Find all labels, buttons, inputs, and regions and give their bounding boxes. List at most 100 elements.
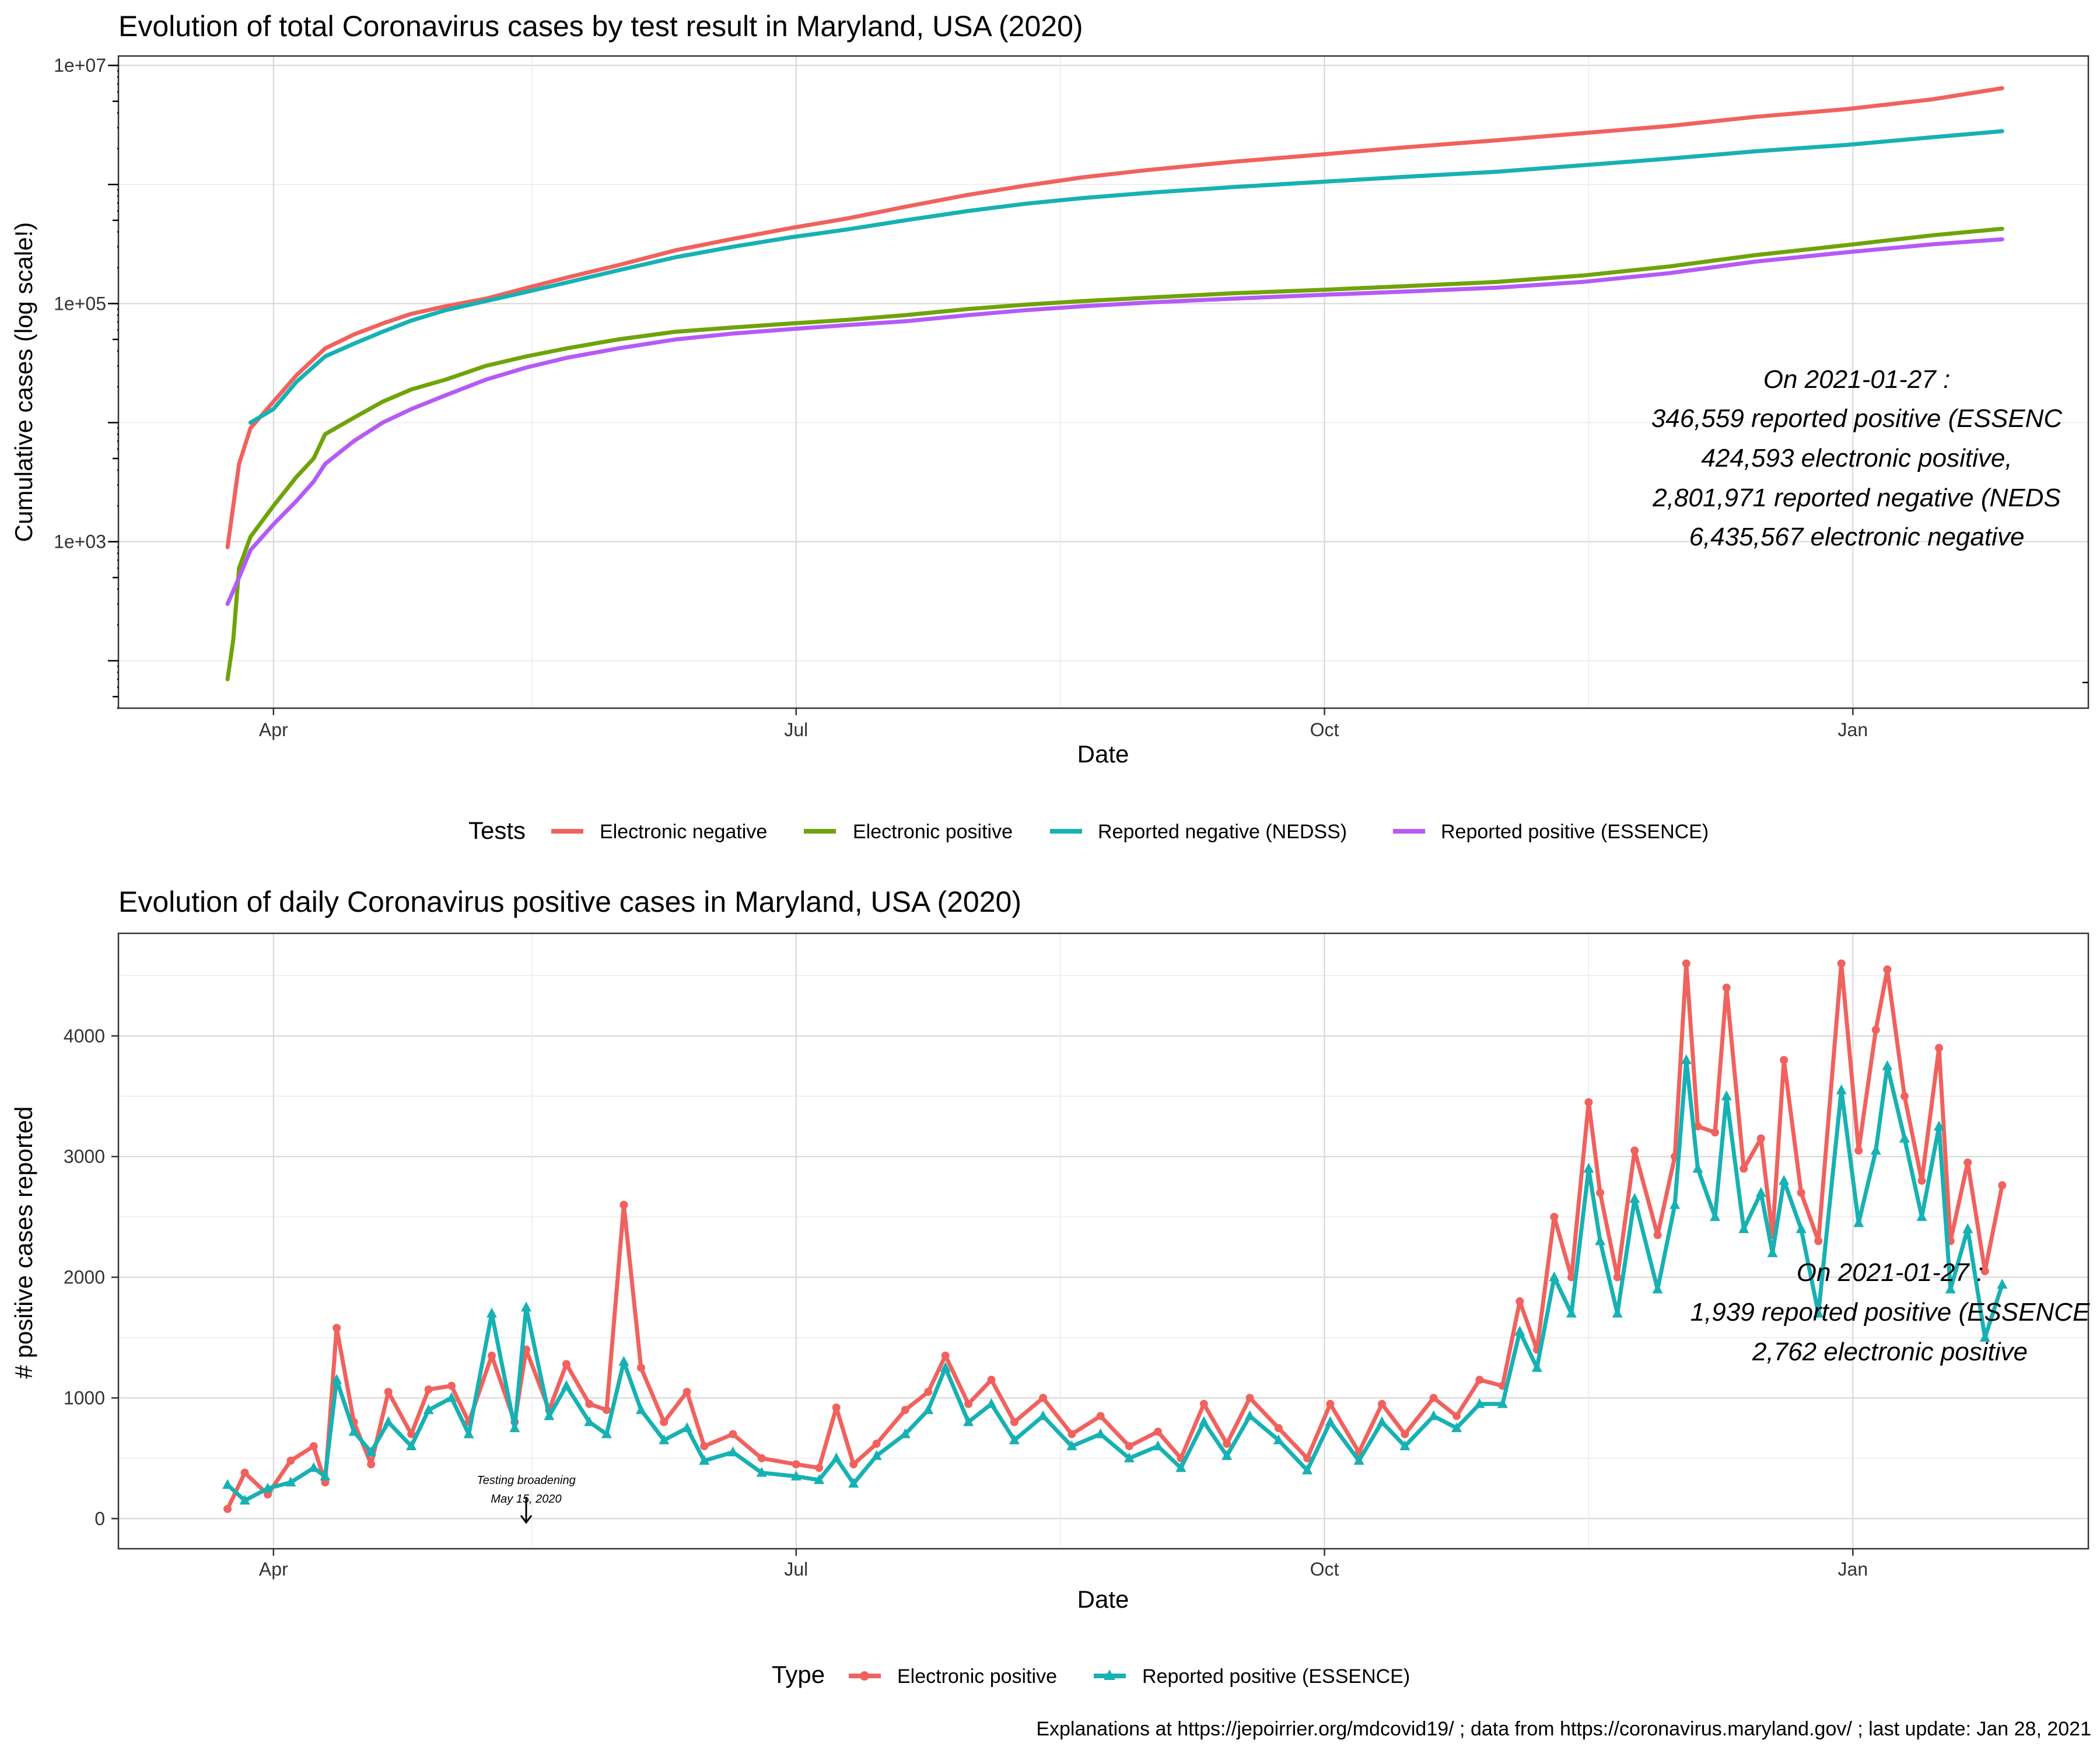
daily-point-reported: [1836, 1084, 1847, 1094]
daily-point-reported: [1325, 1416, 1336, 1426]
daily-point-reported: [1038, 1410, 1049, 1420]
event-arrow-head: [520, 1515, 533, 1524]
daily-point-electronic: [792, 1460, 800, 1469]
top-series-line-electronic-negative: [225, 86, 2004, 550]
daily-point-reported: [1853, 1217, 1864, 1227]
top-chart-title: Evolution of total Coronavirus cases by …: [118, 10, 1083, 43]
daily-point-electronic: [1854, 1146, 1863, 1155]
bottom-x-tick-label: Oct: [1310, 1559, 1339, 1580]
daily-point-electronic: [1613, 1273, 1622, 1282]
daily-point-electronic: [757, 1454, 766, 1462]
bottom-y-axis-label: # positive cases reported: [10, 1107, 37, 1379]
daily-point-reported: [756, 1466, 767, 1477]
daily-point-electronic: [941, 1352, 950, 1360]
legend-label-reported-positive: Reported positive (ESSENCE): [1441, 821, 1709, 843]
daily-point-reported: [1066, 1440, 1077, 1451]
daily-point-electronic: [1814, 1237, 1823, 1245]
daily-point-electronic: [1722, 984, 1731, 992]
daily-point-electronic: [1452, 1412, 1461, 1420]
daily-point-reported: [1916, 1211, 1927, 1222]
daily-point-reported: [923, 1404, 934, 1415]
daily-point-reported: [1549, 1271, 1560, 1282]
bottom-x-tick-label: Jan: [1838, 1559, 1868, 1580]
daily-point-reported: [1681, 1054, 1692, 1065]
bottom-panel-border: [117, 932, 2090, 1550]
daily-point-reported: [1175, 1462, 1186, 1472]
top-series-line-reported-positive-essence: [225, 237, 2004, 606]
daily-point-reported: [1796, 1223, 1807, 1233]
daily-point-reported: [1377, 1416, 1388, 1426]
daily-point-reported: [1399, 1440, 1410, 1451]
bottom-series: [222, 959, 2008, 1513]
daily-point-electronic: [309, 1442, 318, 1451]
daily-point-reported: [814, 1474, 825, 1485]
top-y-tick-label: 1e+05: [54, 293, 106, 314]
daily-point-reported: [601, 1428, 612, 1438]
daily-point-electronic: [700, 1442, 709, 1451]
daily-point-electronic: [240, 1468, 249, 1477]
bottom-y-tick-label: 2000: [64, 1267, 105, 1288]
daily-point-electronic: [562, 1360, 570, 1368]
daily-point-reported: [521, 1301, 532, 1312]
bottom-y-tick-label: 1000: [64, 1387, 105, 1408]
event-annotation-line: Testing broadening: [477, 1474, 575, 1487]
top-x-tick-label: Jul: [784, 719, 808, 740]
daily-point-reported: [940, 1362, 951, 1372]
daily-point-reported: [1945, 1283, 1956, 1294]
daily-point-reported: [383, 1416, 394, 1426]
daily-point-electronic: [682, 1388, 691, 1396]
daily-point-electronic: [964, 1399, 973, 1408]
daily-point-electronic: [1516, 1297, 1524, 1306]
daily-point-reported: [239, 1494, 250, 1505]
daily-point-reported: [1009, 1434, 1020, 1444]
daily-point-electronic: [1475, 1376, 1484, 1384]
top-annotation-line: 346,559 reported positive (ESSENC: [1651, 404, 2063, 433]
daily-point-reported: [1612, 1307, 1623, 1318]
footer-caption: Explanations at https://jepoirrier.org/m…: [1036, 1718, 2091, 1740]
daily-point-reported: [986, 1398, 997, 1408]
daily-point-electronic: [1039, 1394, 1048, 1402]
daily-point-electronic: [620, 1200, 628, 1209]
daily-point-electronic: [487, 1352, 496, 1360]
daily-point-electronic: [1125, 1442, 1133, 1451]
daily-point-reported: [699, 1454, 710, 1465]
bottom-y-tick-label: 3000: [64, 1146, 105, 1167]
daily-point-reported: [1474, 1398, 1485, 1408]
bottom-legend-title: Type: [772, 1661, 825, 1688]
daily-point-reported: [366, 1446, 377, 1457]
daily-point-reported: [618, 1356, 629, 1366]
daily-point-electronic: [1096, 1412, 1105, 1420]
daily-point-electronic: [1998, 1181, 2007, 1189]
daily-point-electronic: [832, 1403, 841, 1412]
legend-marker-daily-reported: [1104, 1670, 1115, 1680]
bottom-x-tick-label: Apr: [259, 1559, 288, 1580]
daily-point-reported: [1514, 1325, 1525, 1336]
daily-point-reported: [1273, 1434, 1284, 1444]
daily-point-reported: [561, 1380, 572, 1390]
bottom-annotation: On 2021-01-27 : 1,939 reported positive …: [1690, 1258, 2090, 1366]
daily-point-reported: [1767, 1247, 1778, 1258]
top-annotation-line: 2,801,971 reported negative (NEDS: [1652, 484, 2061, 512]
daily-point-reported: [1755, 1186, 1766, 1197]
legend-label-reported-negative: Reported negative (NEDSS): [1098, 821, 1347, 843]
daily-point-electronic: [1935, 1044, 1944, 1052]
daily-point-electronic: [849, 1460, 858, 1469]
daily-point-reported: [1095, 1428, 1106, 1438]
daily-point-reported: [727, 1446, 738, 1457]
top-x-tick-label: Jan: [1838, 719, 1868, 740]
daily-point-reported: [1652, 1283, 1663, 1294]
daily-point-reported: [584, 1416, 595, 1426]
daily-point-reported: [1302, 1464, 1313, 1475]
daily-point-electronic: [1883, 965, 1892, 974]
daily-point-electronic: [1154, 1427, 1163, 1436]
top-series-line-reported-negative-nedss: [248, 129, 2004, 425]
top-axes: 1e+03 1e+05 1e+07 Apr Jul Oct Jan: [54, 55, 2088, 740]
top-y-axis-label: Cumulative cases (log scale!): [10, 222, 37, 542]
bottom-x-axis-label: Date: [1077, 1586, 1129, 1613]
daily-point-reported: [1962, 1223, 1973, 1233]
event-annotation: Testing broadening May 15, 2020: [477, 1474, 576, 1524]
daily-point-electronic: [1740, 1164, 1748, 1173]
daily-point-electronic: [1068, 1430, 1076, 1438]
bottom-axes: 0 1000 2000 3000 4000 Apr Jul Oct Jan: [64, 1026, 1868, 1580]
daily-point-reported: [1428, 1410, 1439, 1420]
